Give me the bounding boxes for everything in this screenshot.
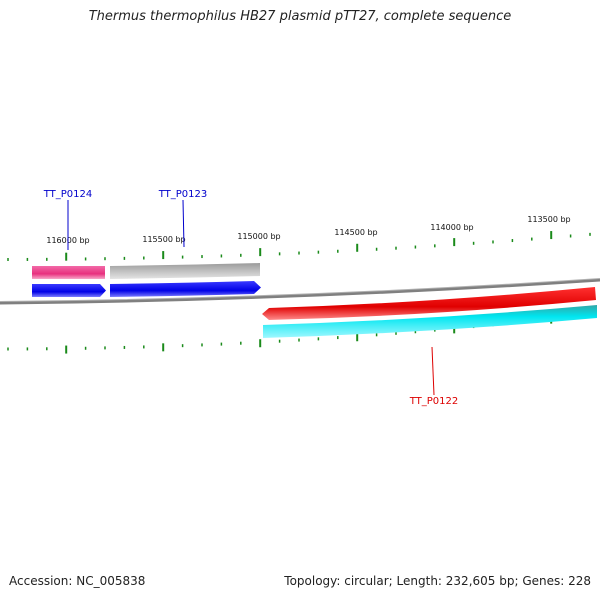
leader-line-tt-p0123 [182, 199, 185, 248]
outer-tick-scale [7, 231, 591, 261]
tick-label: 115000 bp [237, 232, 280, 241]
topology-summary-text: Topology: circular; Length: 232,605 bp; … [284, 574, 591, 588]
tick-label: 114000 bp [430, 223, 473, 232]
gene-tt-p0124-arrow[interactable] [32, 284, 106, 297]
tick-label: 113500 bp [527, 215, 570, 224]
gene-tt-p0122-arrow[interactable] [262, 287, 596, 320]
map-title: Thermus thermophilus HB27 plasmid pTT27,… [88, 9, 512, 24]
tick-labels: 116000 bp 115500 bp 115000 bp 114500 bp1140… [46, 215, 570, 245]
feature-gray[interactable] [110, 263, 260, 279]
accession-text: Accession: NC_005838 [9, 574, 146, 588]
plasmid-backbone-highlight [0, 278, 600, 302]
gene-label-tt-p0123[interactable]: TT_P0123 [158, 189, 208, 200]
feature-pink[interactable] [32, 266, 105, 279]
tick-label: 114500 bp [334, 228, 377, 237]
gene-tt-p0123-arrow[interactable] [110, 281, 261, 297]
gene-label-tt-p0122[interactable]: TT_P0122 [409, 396, 459, 407]
feature-cyan[interactable] [263, 305, 597, 338]
tick-label: 115500 bp [142, 235, 185, 244]
plasmid-backbone [0, 278, 600, 305]
gene-label-tt-p0124[interactable]: TT_P0124 [43, 189, 93, 200]
leader-line-tt-p0122 [431, 346, 435, 396]
